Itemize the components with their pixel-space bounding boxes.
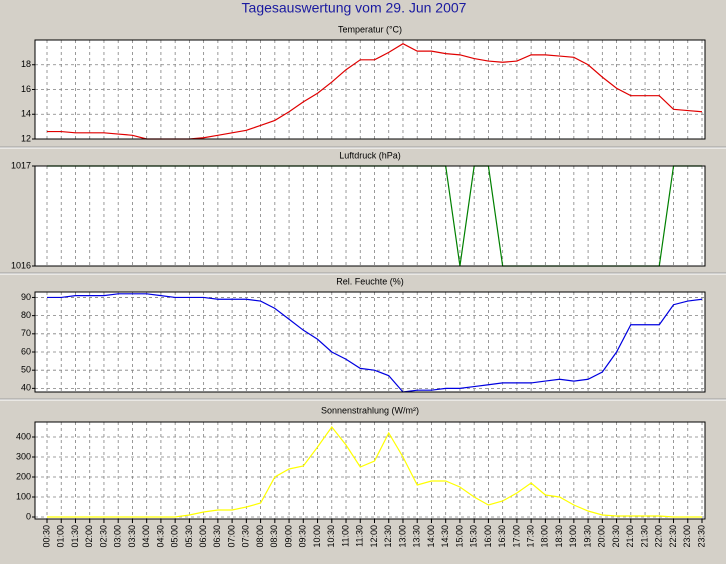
- x-tick-label: 16:00: [483, 525, 493, 548]
- x-tick-label: 14:30: [440, 525, 450, 548]
- y-tick-label: 1016: [11, 260, 31, 270]
- plot-frame: [34, 291, 706, 393]
- x-tick-label: 08:30: [269, 525, 279, 548]
- x-tick-label: 02:30: [98, 525, 108, 548]
- panel-title: Temperatur (°C): [338, 24, 402, 34]
- y-tick-label: 0: [26, 511, 31, 521]
- y-tick-label: 60: [21, 346, 31, 356]
- x-tick-label: 10:00: [312, 525, 322, 548]
- x-tick-label: 16:30: [497, 525, 507, 548]
- x-tick-label: 14:00: [426, 525, 436, 548]
- x-tick-label: 15:00: [454, 525, 464, 548]
- panel-title: Rel. Feuchte (%): [336, 276, 404, 286]
- x-tick-label: 07:00: [226, 525, 236, 548]
- plot-area: [35, 40, 705, 139]
- x-tick-label: 00:30: [41, 525, 51, 548]
- x-tick-label: 10:30: [326, 525, 336, 548]
- data-line: [47, 293, 703, 393]
- x-tick-label: 08:00: [255, 525, 265, 548]
- x-tick-label: 18:00: [540, 525, 550, 548]
- x-tick-label: 06:00: [198, 525, 208, 548]
- x-tick-label: 19:30: [582, 525, 592, 548]
- x-tick-label: 12:00: [369, 525, 379, 548]
- x-tick-label: 17:30: [526, 525, 536, 548]
- x-tick-label: 20:30: [611, 525, 621, 548]
- x-tick-label: 03:00: [113, 525, 123, 548]
- x-tick-label: 02:00: [84, 525, 94, 548]
- x-tick-label: 18:30: [554, 525, 564, 548]
- x-tick-label: 09:30: [298, 525, 308, 548]
- x-tick-label: 23:30: [696, 525, 706, 548]
- y-tick-label: 50: [21, 365, 31, 375]
- y-tick-label: 80: [21, 310, 31, 320]
- data-line: [47, 426, 702, 518]
- x-tick-label: 03:30: [127, 525, 137, 548]
- x-tick-label: 11:00: [340, 525, 350, 547]
- x-tick-label: 13:00: [397, 525, 407, 548]
- main-title: Tagesauswertung vom 29. Jun 2007: [242, 0, 467, 16]
- x-tick-label: 05:30: [184, 525, 194, 548]
- x-tick-label: 15:30: [469, 525, 479, 548]
- x-tick-label: 04:30: [155, 525, 165, 548]
- x-tick-label: 22:30: [668, 525, 678, 548]
- x-tick-label: 01:30: [70, 525, 80, 548]
- y-tick-label: 12: [21, 133, 31, 143]
- panel-title: Sonnenstrahlung (W/m²): [321, 405, 419, 415]
- plot-area: [35, 166, 705, 266]
- y-tick-label: 70: [21, 328, 31, 338]
- x-tick-label: 22:00: [654, 525, 664, 548]
- y-tick-label: 300: [16, 451, 31, 461]
- y-tick-label: 400: [16, 431, 31, 441]
- x-tick-label: 12:30: [383, 525, 393, 548]
- panel-title: Luftdruck (hPa): [339, 150, 401, 160]
- plot-frame: [34, 39, 706, 140]
- x-tick-label: 07:30: [241, 525, 251, 548]
- y-tick-label: 90: [21, 292, 31, 302]
- plot-frame: [34, 421, 706, 520]
- x-tick-label: 21:30: [639, 525, 649, 548]
- x-tick-label: 05:00: [170, 525, 180, 548]
- plot-area: [35, 292, 705, 392]
- y-tick-label: 16: [21, 84, 31, 94]
- y-tick-label: 40: [21, 383, 31, 393]
- x-tick-label: 01:00: [56, 525, 66, 548]
- x-tick-label: 23:00: [682, 525, 692, 548]
- x-tick-label: 09:00: [283, 525, 293, 548]
- x-tick-label: 19:00: [568, 525, 578, 548]
- x-tick-label: 17:00: [511, 525, 521, 548]
- y-tick-label: 200: [16, 471, 31, 481]
- x-tick-label: 04:00: [141, 525, 151, 548]
- x-tick-label: 20:00: [597, 525, 607, 548]
- x-tick-label: 21:00: [625, 525, 635, 548]
- x-tick-label: 11:30: [355, 525, 365, 547]
- plot-area: [35, 422, 705, 519]
- plot-frame: [34, 165, 706, 267]
- y-tick-label: 1017: [11, 160, 31, 170]
- x-tick-label: 06:30: [212, 525, 222, 548]
- y-tick-label: 18: [21, 59, 31, 69]
- x-tick-label: 13:30: [412, 525, 422, 548]
- y-tick-label: 100: [16, 491, 31, 501]
- y-tick-label: 14: [21, 109, 31, 119]
